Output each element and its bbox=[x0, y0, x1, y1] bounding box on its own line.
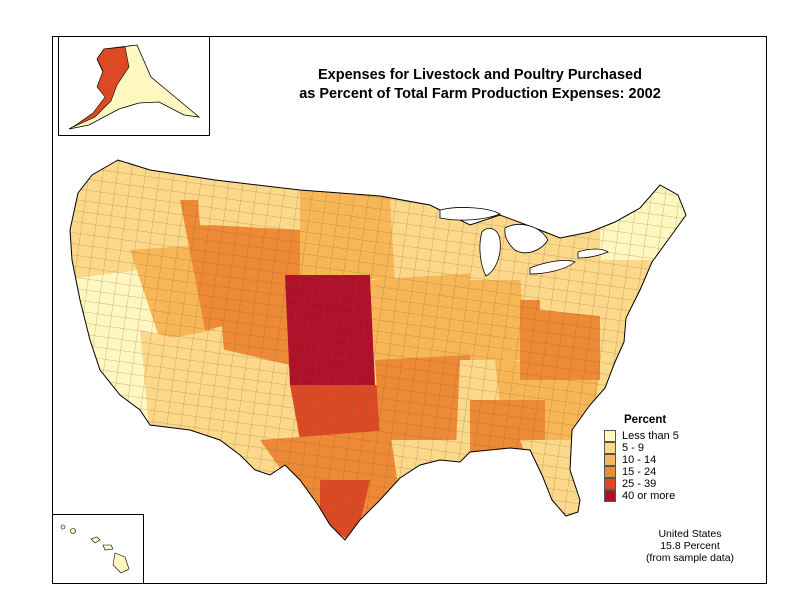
alaska-west bbox=[72, 46, 130, 128]
note-line-1: United States bbox=[658, 528, 722, 540]
us-summary-note: United States 15.8 Percent (from sample … bbox=[630, 528, 750, 564]
legend-label: 15 - 24 bbox=[622, 466, 657, 478]
legend-label: 25 - 39 bbox=[622, 478, 657, 490]
legend-swatch bbox=[604, 454, 616, 466]
lake-ontario bbox=[577, 248, 609, 259]
legend-swatch bbox=[604, 466, 616, 478]
lake-huron bbox=[504, 224, 549, 254]
legend-item: 15 - 24 bbox=[604, 466, 744, 478]
legend-label: 40 or more bbox=[622, 490, 676, 502]
legend-item: 40 or more bbox=[604, 490, 744, 502]
legend-label: 5 - 9 bbox=[622, 442, 645, 454]
hawaii-inset bbox=[52, 514, 144, 584]
legend-swatch bbox=[604, 490, 616, 502]
note-line-3: (from sample data) bbox=[645, 552, 735, 564]
legend-swatch bbox=[604, 442, 616, 454]
legend-item: 10 - 14 bbox=[604, 454, 744, 466]
alaska-map bbox=[68, 44, 201, 130]
legend-swatch bbox=[604, 478, 616, 490]
us-outline bbox=[69, 159, 687, 541]
note-line-2: 15.8 Percent bbox=[660, 540, 720, 552]
map-title: Expenses for Livestock and Poultry Purch… bbox=[260, 66, 700, 104]
hawaii-map bbox=[60, 524, 130, 574]
legend-item: Less than 5 bbox=[604, 430, 744, 442]
hawaii-big-island bbox=[112, 552, 130, 574]
legend-item: 25 - 39 bbox=[604, 478, 744, 490]
title-line-1: Expenses for Livestock and Poultry Purch… bbox=[318, 67, 642, 83]
alaska-inset bbox=[58, 36, 210, 136]
lake-michigan bbox=[479, 227, 501, 277]
lake-superior bbox=[439, 207, 501, 221]
legend-label: Less than 5 bbox=[622, 430, 679, 442]
legend-swatch bbox=[604, 430, 616, 442]
legend-label: 10 - 14 bbox=[622, 454, 657, 466]
legend-title: Percent bbox=[624, 414, 667, 426]
map-frame bbox=[52, 36, 767, 584]
legend-item: 5 - 9 bbox=[604, 442, 744, 454]
lake-erie bbox=[529, 260, 576, 275]
title-line-2: as Percent of Total Farm Production Expe… bbox=[299, 86, 661, 102]
